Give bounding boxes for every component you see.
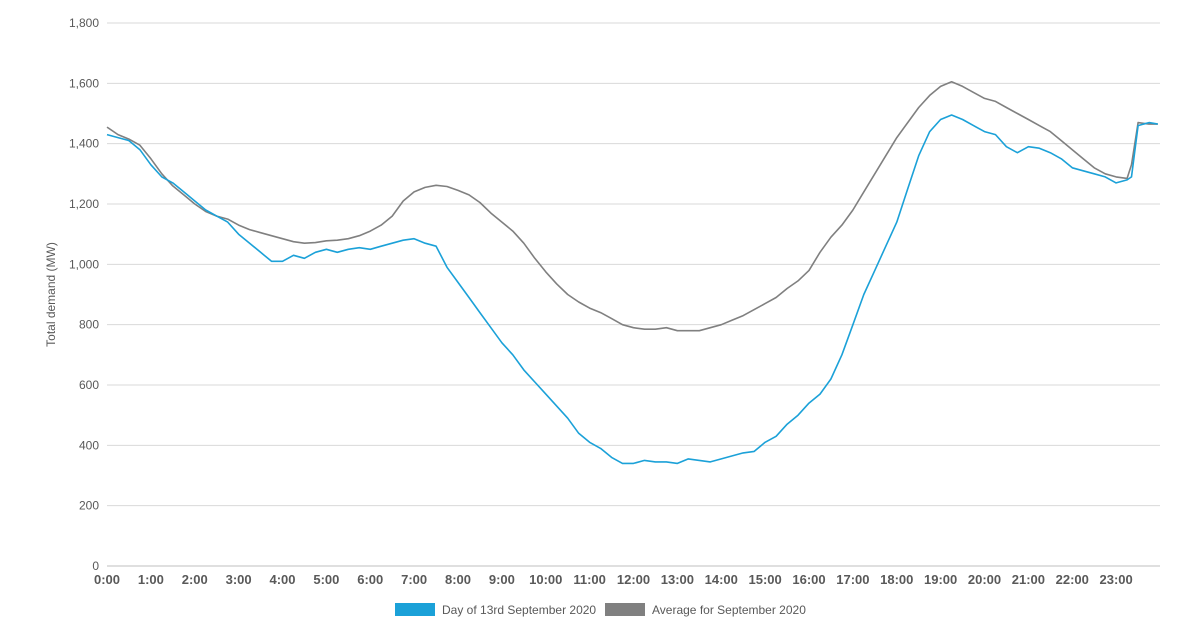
legend-item-average: Average for September 2020 bbox=[605, 603, 806, 617]
y-axis-tick-labels: 0 200 400 600 800 1,000 1,200 1,400 1,600 1,800 bbox=[69, 16, 99, 573]
y-tick-label: 200 bbox=[79, 499, 99, 513]
legend-swatch-average bbox=[605, 603, 645, 616]
x-tick-label: 4:00 bbox=[269, 572, 295, 587]
y-tick-label: 1,600 bbox=[69, 76, 99, 90]
x-tick-label: 18:00 bbox=[880, 572, 913, 587]
x-tick-label: 14:00 bbox=[705, 572, 738, 587]
x-tick-label: 23:00 bbox=[1100, 572, 1133, 587]
series-lines bbox=[106, 81, 1158, 465]
x-tick-label: 5:00 bbox=[313, 572, 339, 587]
legend-label-day: Day of 13rd September 2020 bbox=[442, 603, 596, 617]
legend: Day of 13rd September 2020 Average for S… bbox=[395, 603, 806, 617]
y-tick-label: 1,000 bbox=[69, 257, 99, 271]
x-tick-label: 6:00 bbox=[357, 572, 383, 587]
y-axis-title: Total demand (MW) bbox=[44, 242, 58, 347]
legend-label-average: Average for September 2020 bbox=[652, 603, 806, 617]
legend-item-day: Day of 13rd September 2020 bbox=[395, 603, 596, 617]
x-tick-label: 16:00 bbox=[792, 572, 825, 587]
y-tick-label: 0 bbox=[92, 559, 99, 573]
x-tick-label: 21:00 bbox=[1012, 572, 1045, 587]
y-tick-label: 1,200 bbox=[69, 197, 99, 211]
x-tick-label: 7:00 bbox=[401, 572, 427, 587]
x-tick-label: 17:00 bbox=[836, 572, 869, 587]
legend-swatch-day bbox=[395, 603, 435, 616]
x-tick-label: 8:00 bbox=[445, 572, 471, 587]
x-tick-label: 9:00 bbox=[489, 572, 515, 587]
y-tick-label: 400 bbox=[79, 438, 99, 452]
x-tick-label: 3:00 bbox=[226, 572, 252, 587]
x-tick-label: 12:00 bbox=[617, 572, 650, 587]
y-tick-label: 800 bbox=[79, 318, 99, 332]
x-tick-label: 11:00 bbox=[573, 572, 606, 587]
x-tick-label: 0:00 bbox=[94, 572, 120, 587]
gridlines bbox=[107, 22, 1160, 507]
x-tick-label: 13:00 bbox=[661, 572, 694, 587]
x-tick-label: 20:00 bbox=[968, 572, 1001, 587]
x-tick-label: 22:00 bbox=[1056, 572, 1089, 587]
x-tick-label: 1:00 bbox=[138, 572, 164, 587]
series-line-day bbox=[106, 114, 1158, 465]
x-tick-label: 19:00 bbox=[924, 572, 957, 587]
x-tick-label: 10:00 bbox=[529, 572, 562, 587]
x-axis-tick-labels: 0:00 1:00 2:00 3:00 4:00 5:00 6:00 7:00 8:00 9:00… bbox=[94, 572, 1133, 587]
x-tick-label: 15:00 bbox=[749, 572, 782, 587]
series-line-average bbox=[106, 81, 1158, 332]
y-tick-label: 1,400 bbox=[69, 137, 99, 151]
y-tick-label: 1,800 bbox=[69, 16, 99, 30]
x-tick-label: 2:00 bbox=[182, 572, 208, 587]
y-tick-label: 600 bbox=[79, 378, 99, 392]
